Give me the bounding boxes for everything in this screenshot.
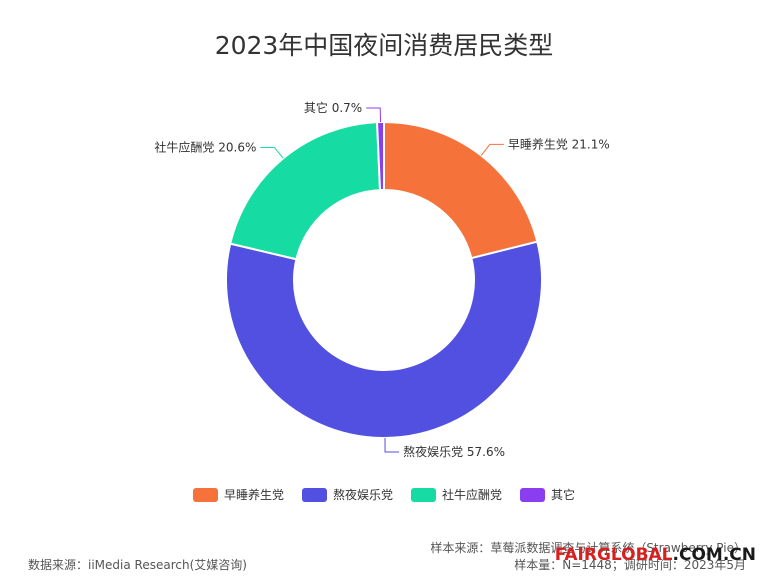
data-source: 数据来源：iiMedia Research(艾媒咨询) [28, 558, 247, 572]
watermark-part2: .COM.CN [672, 545, 756, 565]
sample-size: 样本量：N=1448；调研时间：2023年5月 [514, 558, 746, 572]
legend: 早睡养生党 熬夜娱乐党 社牛应酬党 其它 [0, 486, 768, 503]
slice-2 [229, 121, 382, 261]
watermark-part1: FAIRGLOBAL [554, 545, 673, 565]
legend-label-1: 熬夜娱乐党 [332, 488, 393, 502]
legend-swatch-1 [301, 487, 327, 502]
watermark-logo: FAIRGLOBAL.COM.CN [555, 545, 756, 565]
legend-label-3: 其它 [551, 488, 576, 502]
leader-line-2 [260, 146, 284, 159]
data-label-2: 社牛应酬党 20.6% [154, 139, 256, 154]
leader-line-0 [480, 143, 504, 156]
data-label-1: 熬夜娱乐党 57.6% [403, 444, 505, 459]
slice-1 [225, 240, 543, 439]
legend-swatch-2 [411, 487, 436, 502]
data-label-0: 早睡养生党 21.1% [508, 136, 610, 151]
legend-label-2: 社牛应酬党 [442, 488, 503, 502]
legend-item-1[interactable]: 熬夜娱乐党 [301, 486, 393, 503]
legend-item-2[interactable]: 社牛应酬党 [411, 486, 502, 503]
chart-title: 2023年中国夜间消费居民类型 [214, 31, 554, 60]
slice-3 [376, 120, 385, 192]
legend-swatch-0 [192, 487, 218, 502]
legend-item-0[interactable]: 早睡养生党 [192, 486, 284, 503]
sample-source: 样本来源：草莓派数据调查与计算系统（Strawberry Pie） [430, 541, 746, 555]
legend-swatch-3 [520, 487, 546, 502]
leader-line-1 [384, 437, 400, 453]
data-label-3: 其它 0.7% [304, 100, 362, 115]
legend-label-0: 早睡养生党 [223, 488, 284, 502]
leader-line-3 [366, 107, 382, 123]
legend-item-3[interactable]: 其它 [520, 486, 575, 503]
